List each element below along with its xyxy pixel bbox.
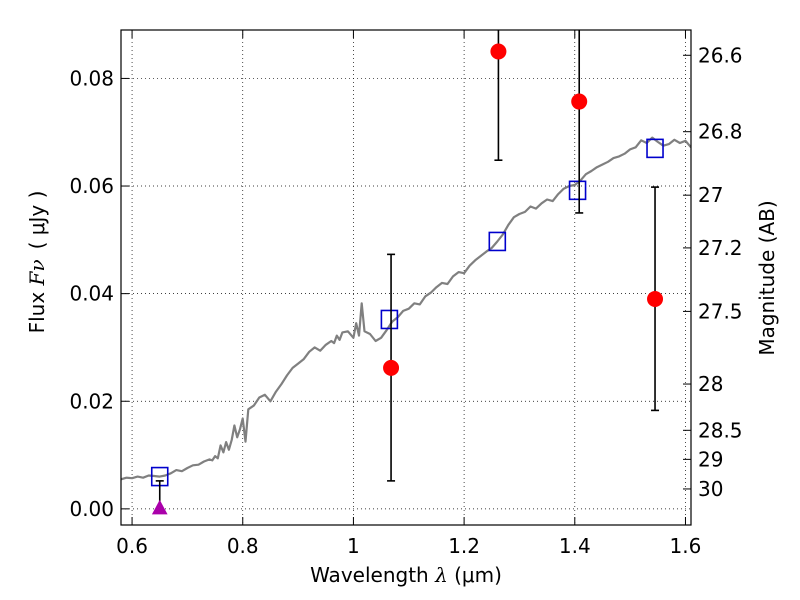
axes: 0.6 0.8 1 1.2 1.4 1.6 0.00 0.02 0.04 0.06 0.08 26.6… [69, 30, 743, 558]
y2-tick-label: 29 [698, 447, 723, 471]
observed-flux-point [383, 359, 400, 376]
model-square-point [646, 138, 664, 159]
plot-area [121, 30, 691, 515]
y2-tick-label: 30 [698, 477, 723, 501]
y-tick-label: 0.06 [69, 174, 114, 198]
y-axis-label-unit: ( μJy ) [25, 191, 49, 250]
y2-tick-label: 27 [698, 183, 723, 207]
y-tick-label: 0.00 [69, 497, 114, 521]
model-square-point [488, 231, 507, 252]
x-tick-label: 0.6 [116, 534, 148, 558]
x-tick-label: 0.8 [227, 534, 259, 558]
plot-frame [120, 29, 692, 526]
y2-tick-label: 28 [698, 372, 723, 396]
y-tick-label: 0.02 [69, 389, 114, 413]
y-axis-label: Flux Fν ( μJy ) [25, 191, 49, 334]
x-tick-label: 1.4 [559, 534, 591, 558]
y-tick-label: 0.04 [69, 282, 114, 306]
plot-clip-group [121, 30, 691, 515]
y2-axis-label: Magnitude (AB) [755, 200, 779, 355]
x-axis-label-symbol: λ [434, 563, 448, 587]
y2-tick-label: 27.5 [698, 299, 743, 323]
y-axis-label-prefix: Flux [25, 285, 49, 333]
y2-tick-label: 26.8 [698, 120, 743, 144]
x-tick-label: 1 [347, 534, 360, 558]
observed-flux-point [571, 93, 588, 110]
model-square-point [568, 180, 587, 201]
x-axis-label-unit: (μm) [448, 563, 502, 587]
model-square-point [380, 309, 399, 330]
model-spectrum-line [121, 136, 691, 481]
y-axis-label-symbol: Fν [25, 259, 49, 286]
observed-flux-point [490, 43, 507, 60]
x-tick-label: 1.6 [670, 534, 702, 558]
y2-tick-label: 27.2 [698, 236, 743, 260]
upper-limit-triangle [151, 499, 168, 515]
y-tick-label: 0.08 [69, 66, 114, 90]
grid [121, 30, 691, 525]
observed-flux-point [647, 291, 664, 308]
x-tick-label: 1.2 [448, 534, 480, 558]
y2-tick-label: 28.5 [698, 418, 743, 442]
x-axis-label-prefix: Wavelength [310, 563, 435, 587]
y2-tick-label: 26.6 [698, 43, 743, 67]
x-axis-label: Wavelength λ (μm) [310, 563, 502, 587]
